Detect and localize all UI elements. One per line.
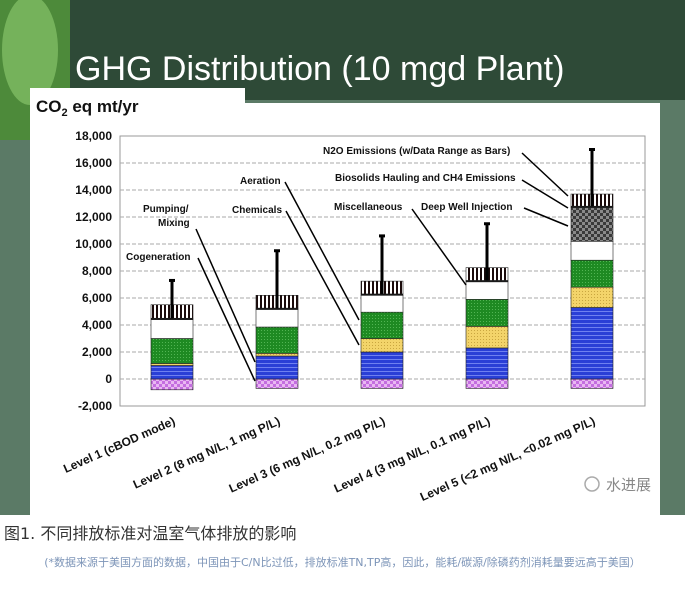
bar-segment-misc	[255, 309, 299, 328]
bar-segment-aeration	[150, 338, 194, 364]
annotation-biosolids: Biosolids Hauling and CH4 Emissions	[335, 173, 516, 184]
bar-segment-cogeneration	[570, 378, 614, 389]
annotation-arrows	[195, 152, 569, 382]
bar-segment-cogeneration	[465, 378, 509, 389]
title-band	[70, 0, 685, 100]
y-tick-label: 0	[105, 372, 112, 386]
annotation-deepwell: Deep Well Injection	[421, 202, 513, 213]
y-tick-label: 2,000	[82, 345, 112, 359]
annotation-pumping-line1: Pumping/	[143, 204, 189, 215]
y-tick-label: -2,000	[78, 399, 112, 413]
y-tick-label: 18,000	[75, 129, 112, 143]
arrow-cogeneration	[197, 257, 256, 382]
bar-segment-cogeneration	[150, 378, 194, 391]
bar-segment-pumping	[255, 355, 299, 380]
bar-segment-misc	[570, 241, 614, 261]
annotation-n2o: N2O Emissions (w/Data Range as Bars)	[323, 146, 510, 157]
bar-segment-aeration	[570, 259, 614, 288]
bar-segment-chemicals	[360, 338, 404, 353]
bar-segment-deep-well	[570, 207, 614, 242]
arrow-aeration	[284, 181, 360, 321]
annotation-pumping-line2: Mixing	[158, 218, 190, 229]
bar-segment-cogeneration	[255, 378, 299, 389]
y-tick-label: 8,000	[82, 264, 112, 278]
arrow-pumping	[195, 228, 256, 363]
bar-segment-aeration	[360, 311, 404, 339]
bar-segment-pumping	[360, 351, 404, 380]
arrow-deepwell	[523, 207, 569, 227]
y-tick-label: 14,000	[75, 183, 112, 197]
bar-segment-aeration	[255, 326, 299, 354]
bar-segment-pumping	[570, 307, 614, 380]
y-tick-label: 12,000	[75, 210, 112, 224]
annotation-cogeneration: Cogeneration	[126, 252, 190, 263]
bar-segment-chemicals	[255, 353, 299, 357]
bar-segment-misc	[360, 294, 404, 313]
bar-segment-misc	[465, 281, 509, 300]
leaf-icon	[2, 0, 58, 105]
bar-segment-chemicals	[465, 326, 509, 349]
bar-segment-misc	[150, 319, 194, 339]
wechat-icon	[584, 476, 600, 492]
arrow-biosolids	[521, 179, 569, 209]
figure-caption: 图1. 不同排放标准对温室气体排放的影响	[4, 524, 297, 543]
bar-segment-aeration	[465, 299, 509, 327]
arrow-misc	[411, 208, 467, 286]
annotation-aeration: Aeration	[240, 176, 281, 187]
arrow-chemicals	[285, 210, 360, 346]
y-tick-label: 10,000	[75, 237, 112, 251]
bar-segment-pumping	[465, 347, 509, 380]
y-tick-label: 6,000	[82, 291, 112, 305]
y-tick-label: 4,000	[82, 318, 112, 332]
watermark: 水进展	[606, 477, 651, 494]
y-tick-label: 16,000	[75, 156, 112, 170]
slide-title: GHG Distribution (10 mgd Plant)	[75, 50, 564, 88]
bar-segment-cogeneration	[360, 378, 404, 389]
bar-segment-chemicals	[570, 286, 614, 308]
y-axis-unit: CO2 eq mt/yr	[36, 97, 139, 119]
figure-note: (*数据来源于美国方面的数据，中国由于C/N比过低，排放标准TN,TP高，因此，…	[44, 556, 641, 569]
ghg-chart: GHG Distribution (10 mgd Plant) CO2 eq m…	[0, 0, 685, 515]
bar-segment-pumping	[150, 365, 194, 380]
arrow-n2o	[521, 152, 569, 197]
annotation-chemicals: Chemicals	[232, 205, 282, 216]
annotation-misc: Miscellaneous	[334, 202, 403, 213]
bar-segment-chemicals	[150, 363, 194, 366]
